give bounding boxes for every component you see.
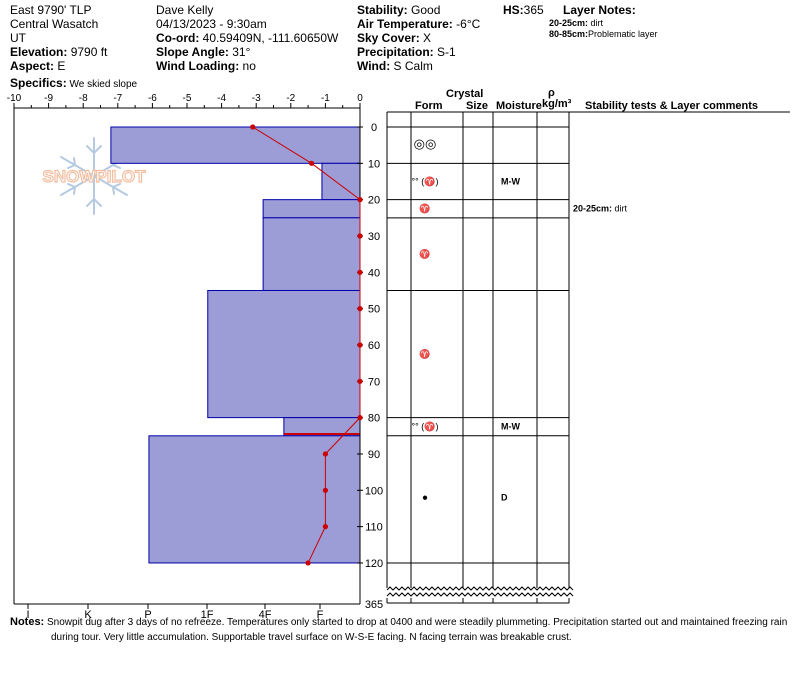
depth-tick-label: 60 [368,340,380,352]
aspect: Aspect: E [10,59,66,73]
layer-note: 20-25cm: dirt [549,18,604,28]
temperature-tick-label: -2 [286,93,295,104]
depth-tick-label: 0 [371,122,377,134]
moisture-header: Moisture [496,100,542,112]
temperature-point [357,269,363,275]
hardness-bar [148,435,361,564]
depth-tick-label: 120 [365,558,383,570]
snow-height: HS:365 [503,3,544,17]
depth-tick-label: 80 [368,413,380,425]
temperature-point [305,560,311,566]
grain-form-symbol: ◎◎ [414,136,437,151]
hardness-label: 1F [201,609,214,621]
datetime: 04/13/2023 - 9:30am [156,17,267,31]
hardness-label: 4F [259,609,272,621]
moisture-value: M-W [501,176,520,186]
temperature-tick-label: -1 [321,93,330,104]
temperature-point [357,197,363,203]
temperature-point [357,342,363,348]
depth-tick-label: 10 [368,158,380,170]
temperature-point [357,306,363,312]
temperature-tick-label: -4 [217,93,226,104]
notes-continued: during tour. Very little accumulation. S… [51,632,572,643]
grain-form-symbol: °° (♈) [412,175,439,186]
density-symbol: ρ [548,87,555,99]
temperature-point [357,415,363,421]
sky-cover: Sky Cover: X [357,31,432,45]
hardness-bar [262,199,361,219]
depth-tick-label: 40 [368,267,380,279]
moisture-value: D [501,493,508,503]
form-header: Form [415,100,443,112]
temperature-point [250,124,256,130]
temperature-point [308,160,315,166]
grain-form-symbol: ● [422,493,428,504]
elevation: Elevation: 9790 ft [10,45,108,59]
moisture-value: M-W [501,422,520,432]
comments-header: Stability tests & Layer comments [585,100,759,112]
temperature-point [357,233,363,239]
layer-comment-text: dirt [612,204,628,214]
hardness-label: I [26,609,29,621]
depth-tick-label: 70 [368,376,380,388]
precipitation: Precipitation: S-1 [357,45,456,59]
density-header: kg/m³ [542,98,572,110]
watermark-text: SNOWPILOT [43,167,147,186]
hardness-bar [110,126,361,164]
specifics: Specifics: We skied slope [10,76,138,90]
layer-note: 80-85cm:Problematic layer [549,29,658,39]
temperature-point [357,378,363,384]
slope-angle: Slope Angle: 31° [156,45,251,59]
depth-break-line [386,586,574,591]
layer-comment: 20-25cm: dirt [573,204,628,214]
temperature-tick-label: 0 [357,93,363,104]
hardness-label: F [317,609,324,621]
depth-tick-label: 50 [368,304,380,316]
temperature-tick-label: -9 [44,93,53,104]
hardness-label: P [144,609,151,621]
location-name: East 9790' TLP [10,3,92,17]
grain-form-symbol: ♈ [419,248,430,259]
temperature-point [322,524,328,530]
depth-total-label: 365 [365,599,383,611]
layer-comment-range: 20-25cm: [573,204,612,214]
wind: Wind: S Calm [357,59,433,73]
temperature-tick-label: -10 [7,93,22,104]
depth-break-line [386,592,574,597]
temperature-point [322,487,328,493]
state-name: UT [10,31,26,45]
snowpilot-watermark: SNOWPILOT [42,137,147,215]
temperature-tick-label: -8 [79,93,88,104]
depth-tick-label: 90 [368,449,380,461]
crystal-header: Crystal [446,88,484,100]
size-header: Size [466,100,489,112]
grain-form-symbol: ♈ [419,203,430,214]
air-temperature: Air Temperature: -6°C [357,17,481,31]
depth-tick-label: 110 [365,522,383,534]
stability: Stability: Good [357,3,441,17]
hardness-bar [321,162,361,201]
wind-loading: Wind Loading: no [156,59,256,73]
temperature-tick-label: -5 [183,93,192,104]
temperature-tick-label: -3 [252,93,261,104]
temperature-tick-label: -7 [113,93,122,104]
observer: Dave Kelly [156,3,214,17]
hardness-bar [262,217,361,291]
temperature-tick-label: -6 [148,93,157,104]
temperature-point [322,451,328,457]
grain-form-symbol: ♈ [419,348,430,359]
grain-form-symbol: °° (♈) [412,421,439,432]
depth-tick-label: 20 [368,195,380,207]
hardness-label: K [84,609,92,621]
layer-notes-title: Layer Notes: [563,3,636,17]
coordinates: Co-ord: 40.59409N, -111.60650W [156,31,339,45]
depth-tick-label: 30 [368,231,380,243]
notes: Notes: Snowpit dug after 3 days of no re… [10,616,788,628]
hardness-bar [207,289,361,419]
range-name: Central Wasatch [10,17,99,31]
depth-tick-label: 100 [365,485,383,497]
